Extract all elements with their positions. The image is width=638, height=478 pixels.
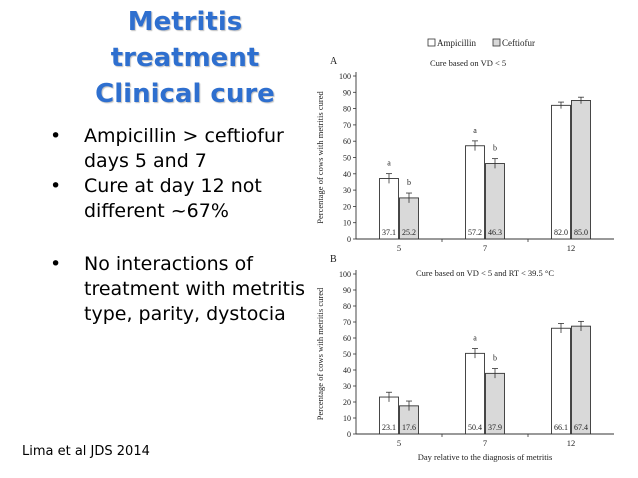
data-label: 23.1 xyxy=(382,423,396,432)
data-label: 67.4 xyxy=(574,423,588,432)
bar xyxy=(571,99,591,240)
data-label: 57.2 xyxy=(468,228,482,237)
bar xyxy=(551,104,571,240)
title-line: Metritis xyxy=(127,7,243,37)
data-label: 25.2 xyxy=(402,228,416,237)
panel-subtitle: Cure based on VD < 5 and RT < 39.5 °C xyxy=(416,268,554,278)
y-axis-label: Percentage of cows with metritis cured xyxy=(315,91,325,224)
data-label: 82.0 xyxy=(554,228,568,237)
y-tick-label: 100 xyxy=(339,72,351,81)
significance-letter: a xyxy=(387,159,391,168)
significance-letter: a xyxy=(473,334,477,343)
legend-label: Ceftiofur xyxy=(502,38,535,48)
significance-letter: a xyxy=(473,126,477,135)
y-tick-label: 60 xyxy=(343,137,351,146)
bar xyxy=(551,327,571,435)
title-line: treatment xyxy=(110,43,260,73)
bar xyxy=(465,145,485,240)
y-tick-label: 80 xyxy=(343,302,351,311)
bar xyxy=(571,325,591,435)
x-tick-label: 7 xyxy=(483,243,487,253)
y-tick-label: 80 xyxy=(343,105,351,114)
panel-letter: A xyxy=(330,56,338,67)
y-tick-label: 10 xyxy=(343,219,351,228)
legend-swatch xyxy=(492,38,501,47)
x-tick-label: 12 xyxy=(567,438,576,448)
bar xyxy=(465,352,485,435)
y-tick-label: 50 xyxy=(343,350,351,359)
data-label: 17.6 xyxy=(402,423,416,432)
y-tick-label: 20 xyxy=(343,202,351,211)
data-label: 46.3 xyxy=(488,228,502,237)
y-axis-label: Percentage of cows with metritis cured xyxy=(315,287,325,420)
y-tick-label: 40 xyxy=(343,170,351,179)
data-label: 37.1 xyxy=(382,228,396,237)
slide-title: Metritis treatment Clinical cure xyxy=(60,4,310,112)
y-tick-label: 60 xyxy=(343,334,351,343)
y-tick-label: 10 xyxy=(343,414,351,423)
panel-subtitle: Cure based on VD < 5 xyxy=(430,58,506,68)
data-label: 50.4 xyxy=(468,423,482,432)
y-tick-label: 90 xyxy=(343,286,351,295)
significance-letter: b xyxy=(407,178,411,187)
y-tick-label: 0 xyxy=(347,235,351,244)
x-axis-label: Day relative to the diagnosis of metriti… xyxy=(418,452,553,462)
data-label: 37.9 xyxy=(488,423,502,432)
y-tick-label: 30 xyxy=(343,382,351,391)
data-label: 66.1 xyxy=(554,423,568,432)
title-line: Clinical cure xyxy=(95,79,275,109)
x-tick-label: 5 xyxy=(397,243,401,253)
y-tick-label: 40 xyxy=(343,366,351,375)
y-tick-label: 100 xyxy=(339,270,351,279)
x-tick-label: 7 xyxy=(483,438,487,448)
y-tick-label: 50 xyxy=(343,154,351,163)
legend-swatch xyxy=(427,38,436,47)
bullet-item: No interactions of treatment with metrit… xyxy=(40,252,310,327)
panel-letter: B xyxy=(330,254,337,265)
y-tick-label: 70 xyxy=(343,121,351,130)
bullet-item: Cure at day 12 not different ~67% xyxy=(40,174,310,224)
bullet-item: Ampicillin > ceftiofur days 5 and 7 xyxy=(40,124,310,174)
x-tick-label: 5 xyxy=(397,438,401,448)
citation: Lima et al JDS 2014 xyxy=(22,444,150,459)
cure-rate-chart: Ampicillin Ceftiofur A Cure based on VD < 5… xyxy=(315,38,614,462)
x-tick-label: 12 xyxy=(567,243,576,253)
significance-letter: b xyxy=(493,354,497,363)
y-tick-label: 90 xyxy=(343,88,351,97)
y-tick-label: 0 xyxy=(347,430,351,439)
significance-letter: b xyxy=(493,144,497,153)
legend-label: Ampicillin xyxy=(437,38,476,48)
y-tick-label: 20 xyxy=(343,398,351,407)
y-tick-label: 70 xyxy=(343,318,351,327)
y-tick-label: 30 xyxy=(343,186,351,195)
data-label: 85.0 xyxy=(574,228,588,237)
bullet-list: Ampicillin > ceftiofur days 5 and 7 Cure… xyxy=(40,124,310,327)
